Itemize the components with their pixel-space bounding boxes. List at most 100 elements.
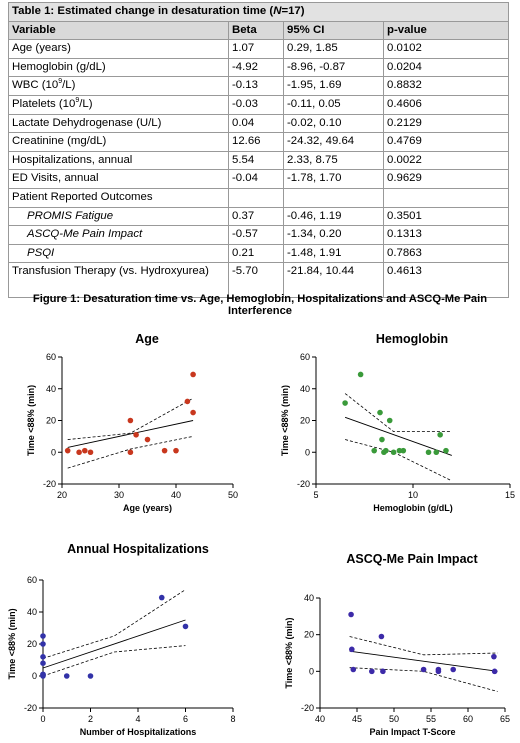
cell-variable: Transfusion Therapy (vs. Hydroxyurea) <box>8 262 229 299</box>
data-point <box>76 449 82 456</box>
y-tick-label: 40 <box>300 384 310 394</box>
data-point <box>377 409 383 416</box>
y-axis-label: Time <88% (min) <box>7 608 17 679</box>
y-tick-label: 0 <box>32 671 37 681</box>
x-tick-label: 6 <box>183 714 188 724</box>
data-point <box>450 666 457 673</box>
x-tick-label: 55 <box>426 714 436 724</box>
chart-title: ASCQ-Me Pain Impact <box>346 552 478 566</box>
data-point <box>342 400 348 406</box>
data-point <box>40 654 46 660</box>
table-row: Hemoglobin (g/dL) -4.92 -8.96, -0.87 0.0204 <box>8 57 509 78</box>
table-row: PSQI 0.21 -1.48, 1.91 0.7863 <box>8 243 509 264</box>
cell-ci: 0.29, 1.85 <box>283 39 384 59</box>
y-tick-label: 0 <box>51 447 56 457</box>
x-tick-label: 0 <box>40 714 45 724</box>
table-row: WBC (109/L) -0.13 -1.95, 1.69 0.8832 <box>8 76 509 96</box>
x-tick-label: 8 <box>230 714 235 724</box>
data-point <box>371 447 378 454</box>
data-point <box>40 641 46 647</box>
ci-upper-band <box>67 397 194 440</box>
col-header-ci: 95% CI <box>283 20 384 41</box>
x-tick-label: 2 <box>88 714 93 724</box>
table-row: PROMIS Fatigue 0.37 -0.46, 1.19 0.3501 <box>8 206 509 227</box>
table-row: Transfusion Therapy (vs. Hydroxyurea) -5.… <box>8 262 509 299</box>
table-row: Platelets (109/L) -0.03 -0.11, 0.05 0.4606 <box>8 94 509 115</box>
y-tick-label: 0 <box>309 666 314 676</box>
col-header-pvalue: p-value <box>383 20 509 41</box>
y-tick-label: 40 <box>27 607 37 617</box>
x-tick-label: 65 <box>500 714 510 724</box>
y-axis-label: Time <88% (min) <box>280 385 290 456</box>
data-point <box>127 417 134 424</box>
data-point <box>190 371 196 378</box>
chart-title: Annual Hospitalizations <box>67 542 209 556</box>
cell-pvalue: 0.7863 <box>383 243 509 264</box>
x-tick-label: 15 <box>505 490 515 500</box>
cell-pvalue: 0.0204 <box>383 57 509 78</box>
y-tick-label: 40 <box>46 384 56 394</box>
data-point <box>433 449 440 456</box>
data-point <box>420 666 427 673</box>
cell-ci: -21.84, 10.44 <box>283 262 384 299</box>
data-point <box>173 447 179 454</box>
table-row: Creatinine (mg/dL) 12.66 -24.32, 49.64 0.47… <box>8 132 509 152</box>
y-tick-label: -20 <box>297 479 310 489</box>
chart-title: Hemoglobin <box>376 332 448 346</box>
data-point <box>63 673 70 679</box>
cell-beta: -4.92 <box>228 57 284 78</box>
y-tick-label: 20 <box>300 416 310 426</box>
x-tick-label: 10 <box>408 490 418 500</box>
table-row: Patient Reported Outcomes <box>8 187 509 208</box>
regression-line <box>349 650 498 672</box>
x-tick-label: 4 <box>135 714 140 724</box>
col-header-beta: Beta <box>228 20 284 41</box>
data-point <box>87 673 94 679</box>
data-point <box>349 646 355 653</box>
data-point <box>380 668 386 675</box>
cell-ci: -0.46, 1.19 <box>283 206 384 227</box>
y-tick-label: 40 <box>304 593 314 603</box>
results-table-container: Table 1: Estimated change in desaturatio… <box>8 2 509 299</box>
x-tick-label: 20 <box>57 490 67 500</box>
cell-variable: Hospitalizations, annual <box>8 150 229 171</box>
data-point <box>491 668 498 675</box>
table-caption: Table 1: Estimated change in desaturatio… <box>8 2 509 22</box>
ci-lower-band <box>67 435 194 469</box>
cell-ci: -8.96, -0.87 <box>283 57 384 78</box>
data-point <box>491 653 497 660</box>
y-tick-label: -20 <box>301 703 314 713</box>
x-tick-label: 50 <box>389 714 399 724</box>
cell-variable: Lactate Dehydrogenase (U/L) <box>8 113 229 134</box>
data-point <box>369 668 375 675</box>
col-header-variable: Variable <box>8 20 229 41</box>
y-axis-label: Time <88% (min) <box>284 617 294 688</box>
cell-pvalue: 0.4613 <box>383 262 509 299</box>
chart-0: Age -20 0 20 40 60 20 30 40 50 Age (years) Time <88… <box>26 332 238 513</box>
table-row: Age (years) 1.07 0.29, 1.85 0.0102 <box>8 39 509 59</box>
data-point <box>383 447 389 454</box>
data-point <box>127 449 134 456</box>
cell-beta: -5.70 <box>228 262 284 299</box>
data-point <box>190 409 196 416</box>
x-tick-label: 50 <box>228 490 238 500</box>
data-point <box>40 660 46 666</box>
x-axis-label: Age (years) <box>123 503 172 513</box>
table-row: Lactate Dehydrogenase (U/L) 0.04 -0.02, 0.… <box>8 113 509 134</box>
ci-upper-band <box>344 393 452 433</box>
table-row: Hospitalizations, annual 5.54 2.33, 8.75 0.… <box>8 150 509 171</box>
y-tick-label: 60 <box>46 352 56 362</box>
chart-title: Age <box>135 332 159 346</box>
table-header-row: Variable Beta 95% CI p-value <box>8 20 509 41</box>
cell-variable: Platelets (109/L) <box>8 94 229 115</box>
ci-upper-band <box>42 589 186 659</box>
ci-lower-band <box>344 439 452 482</box>
regression-line <box>344 416 452 456</box>
figure-title: Figure 1: Desaturation time vs. Age, Hem… <box>32 293 488 317</box>
data-point <box>443 447 449 454</box>
x-tick-label: 40 <box>315 714 325 724</box>
regression-line <box>42 619 186 669</box>
data-point <box>87 449 94 456</box>
